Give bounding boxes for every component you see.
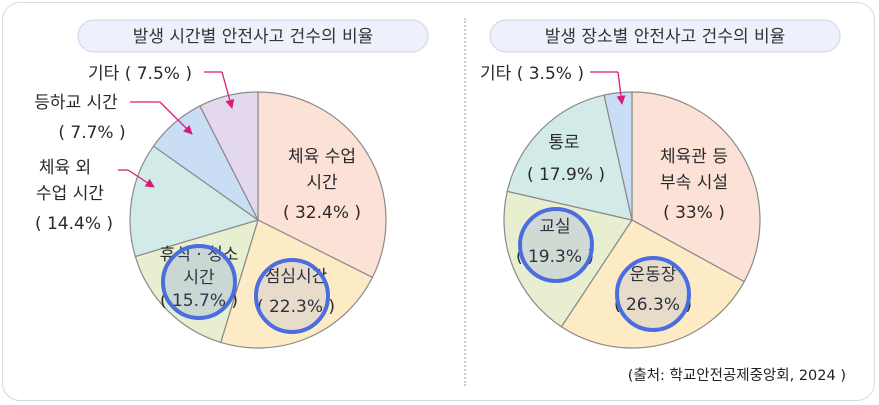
label-field-value: ( 26.3% ): [614, 295, 692, 315]
panel-divider: [464, 18, 466, 386]
label-gym-line2: 부속 시설: [660, 173, 728, 193]
label-rest-value: ( 15.7% ): [160, 291, 238, 311]
right-pie-slice-0: [631, 91, 761, 283]
label-class: 교실: [539, 217, 570, 237]
label-lunch: 점심시간: [265, 267, 328, 287]
right-title-banner: 발생 장소별 안전사고 건수의 비율: [489, 19, 841, 53]
right-chart-title: 발생 장소별 안전사고 건수의 비율: [545, 27, 786, 47]
label-nonpe-line1: 체육 외: [39, 158, 91, 178]
left-pie-slice-2: [134, 219, 259, 344]
leader-arrow-commute: [159, 101, 193, 135]
left-pie-slice-3: [129, 145, 260, 258]
leader-arrow-nonpe: [127, 169, 155, 188]
left-pie: [129, 91, 387, 349]
leader-arrow-other-left: [221, 71, 235, 109]
highlight-circle-class: [518, 207, 594, 283]
right-pie-slice-3: [506, 94, 633, 221]
label-hall: 통로: [548, 133, 579, 153]
label-commute: 등하교 시간: [34, 93, 118, 113]
right-pie-slice-1: [560, 219, 745, 349]
label-commute-value: ( 7.7% ): [58, 123, 125, 143]
label-exercise-value: ( 32.4% ): [283, 203, 361, 223]
right-pie-slice-4: [603, 91, 633, 221]
label-class-value: ( 19.3% ): [516, 247, 594, 267]
highlight-circle-lunch: [254, 258, 330, 334]
label-lunch-value: ( 22.3% ): [257, 297, 335, 317]
left-title-banner: 발생 시간별 안전사고 건수의 비율: [77, 19, 429, 53]
left-pie-slice-0: [257, 91, 387, 279]
highlight-circle-rest: [161, 244, 237, 320]
left-pie-slice-1: [220, 219, 374, 349]
label-other-right: 기타 ( 3.5% ): [480, 64, 584, 84]
right-pie-slice-2: [503, 190, 633, 328]
leader-arrow-other-right: [616, 71, 626, 105]
label-rest-line2: 시간: [183, 268, 215, 288]
label-other-left: 기타 ( 7.5% ): [88, 64, 192, 84]
label-hall-value: ( 17.9% ): [527, 165, 605, 185]
label-gym-line1: 체육관 등: [660, 147, 728, 167]
label-field: 운동장: [630, 265, 677, 285]
label-exercise-line2: 시간: [306, 173, 338, 193]
left-chart-title: 발생 시간별 안전사고 건수의 비율: [133, 27, 374, 47]
label-nonpe-line2: 수업 시간: [36, 184, 104, 204]
label-exercise-line1: 체육 수업: [288, 147, 356, 167]
label-nonpe-value: ( 14.4% ): [35, 214, 113, 234]
highlight-circle-field: [615, 256, 691, 332]
right-pie: [503, 91, 761, 349]
label-gym-value: ( 33% ): [663, 203, 725, 223]
source-note: (출처: 학교안전공제중앙회, 2024 ): [628, 367, 846, 384]
